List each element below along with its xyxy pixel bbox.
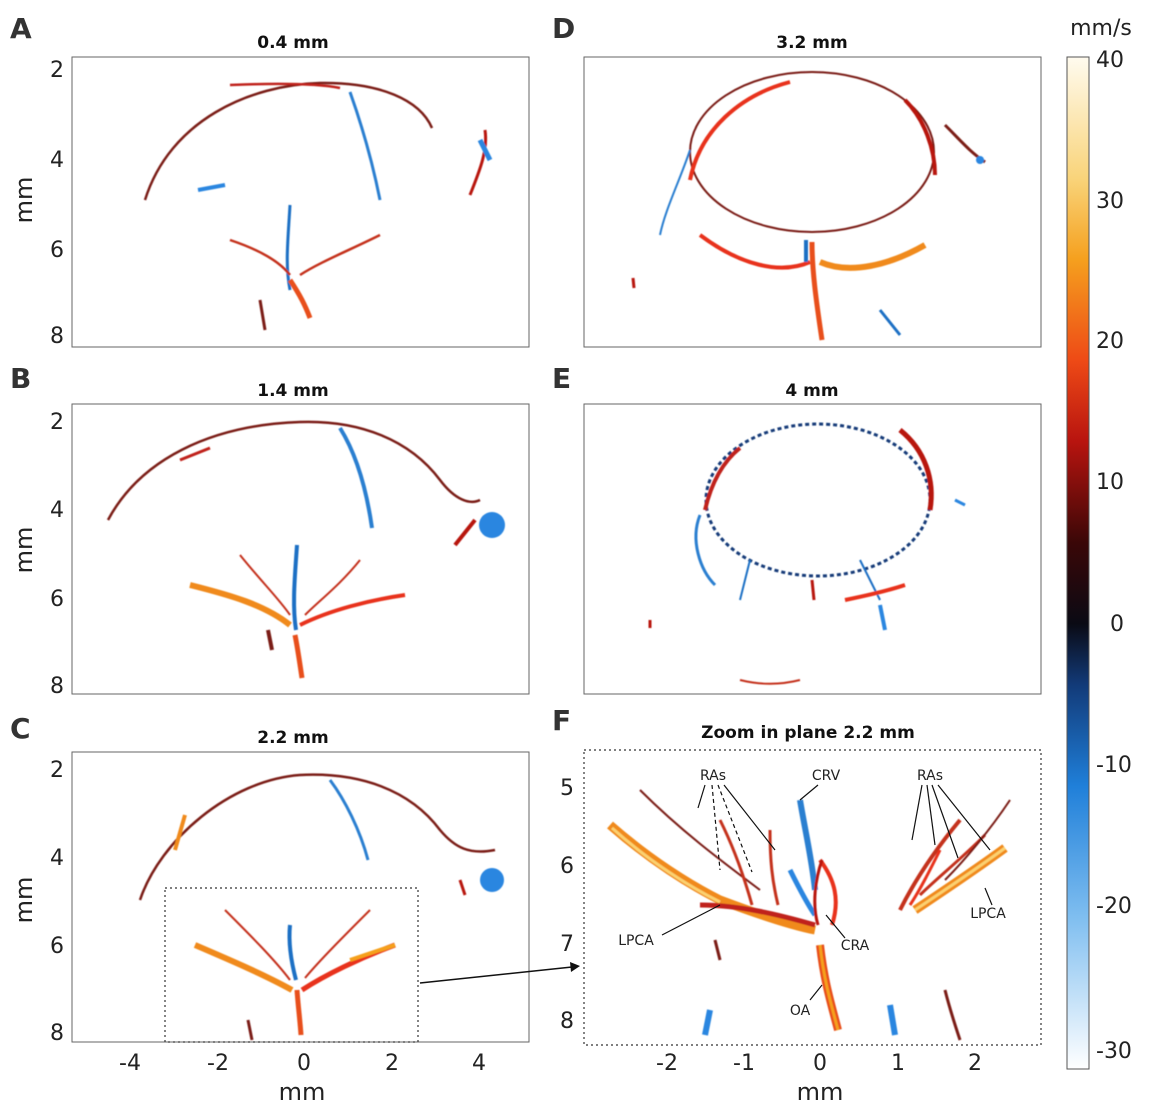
panel-b-frame xyxy=(71,403,530,695)
panel-a-letter: A xyxy=(10,12,32,45)
panel-b-ytick: 8 xyxy=(50,674,64,699)
panel-c-frame xyxy=(71,751,530,1043)
panel-b-title: 1.4 mm xyxy=(257,381,328,401)
panel-e-frame xyxy=(583,403,1042,695)
arrow-lpca-right xyxy=(984,887,993,906)
colorbar-tick: 10 xyxy=(1096,470,1124,495)
label-ras-left: RAs xyxy=(700,768,726,784)
panel-d-letter: D xyxy=(552,12,575,45)
panel-f-annotations: RAs CRV RAs LPCA LPCA CRA OA xyxy=(618,768,1006,1019)
panel-e: E 4 mm xyxy=(552,362,1042,695)
label-lpca-right: LPCA xyxy=(970,906,1006,922)
panel-c-xtick: 4 xyxy=(472,1051,486,1076)
colorbar-unit: mm/s xyxy=(1070,16,1132,41)
colorbar: mm/s 40 30 20 10 0 -10 -20 -30 xyxy=(1066,16,1132,1070)
panel-c-ytick: 6 xyxy=(50,934,64,959)
colorbar-tick: 0 xyxy=(1110,612,1124,637)
panel-d-title: 3.2 mm xyxy=(776,33,847,53)
panel-c-ytick: 4 xyxy=(50,846,64,871)
panel-c-ytick: 2 xyxy=(50,758,64,783)
panel-f-ytick: 7 xyxy=(560,932,574,957)
panel-b-letter: B xyxy=(10,362,31,395)
panel-b-ytick: 4 xyxy=(50,498,64,523)
panel-c-title: 2.2 mm xyxy=(257,728,328,748)
panel-f-letter: F xyxy=(552,704,571,737)
colorbar-tick: -10 xyxy=(1096,753,1132,778)
panel-f-xlabel: mm xyxy=(797,1078,844,1106)
zoom-arrow xyxy=(419,962,580,984)
panel-c-xtick: 2 xyxy=(385,1051,399,1076)
panel-a-frame xyxy=(71,56,530,348)
panel-c: C 2.2 mm 2 4 6 8 mm -4 -2 0 2 4 xyxy=(10,712,530,1106)
panel-b: B 1.4 mm 2 4 6 8 mm xyxy=(10,362,530,699)
arrow-ras-left-3 xyxy=(717,784,753,873)
panel-f-image xyxy=(607,789,1011,1041)
arrow-ras-left-4 xyxy=(723,784,776,851)
panel-c-xtick: -4 xyxy=(119,1051,141,1076)
panel-a-ytick: 4 xyxy=(50,148,64,173)
panel-a-image xyxy=(143,81,493,331)
arrow-oa xyxy=(809,984,823,1001)
panel-c-xlabel: mm xyxy=(279,1078,326,1106)
panel-c-xtick: -2 xyxy=(207,1051,229,1076)
panel-f: F Zoom in plane 2.2 mm xyxy=(552,704,1042,1106)
panel-c-xtick: 0 xyxy=(297,1051,311,1076)
arrow-ras-left-1 xyxy=(697,784,706,809)
colorbar-tick: 30 xyxy=(1096,189,1124,214)
arrow-ras-right-2 xyxy=(926,784,936,846)
panel-b-ylabel: mm xyxy=(10,527,38,574)
label-oa: OA xyxy=(790,1003,811,1019)
label-lpca-left: LPCA xyxy=(618,933,654,949)
panel-c-zoom-image xyxy=(193,909,396,1041)
panel-f-ytick: 6 xyxy=(560,854,574,879)
panel-f-xtick: -1 xyxy=(733,1051,755,1076)
arrow-ras-right-1 xyxy=(911,784,923,841)
colorbar-tick: -20 xyxy=(1096,894,1132,919)
panel-b-ytick: 6 xyxy=(50,587,64,612)
panel-a-ytick: 8 xyxy=(50,324,64,349)
panel-c-letter: C xyxy=(10,712,31,745)
arrow-cra xyxy=(825,914,846,939)
arrow-ras-right-3 xyxy=(931,784,959,859)
panel-c-ylabel: mm xyxy=(10,877,38,924)
panel-d-frame xyxy=(583,56,1042,348)
panel-a: A 0.4 mm 2 4 6 8 mm xyxy=(10,12,530,349)
panel-f-ytick: 5 xyxy=(560,776,574,801)
arrow-lpca-left xyxy=(661,904,721,936)
panel-c-image xyxy=(138,773,504,901)
panel-b-image xyxy=(106,420,505,679)
panel-f-frame xyxy=(583,749,1042,1046)
colorbar-gradient xyxy=(1066,56,1090,1070)
arrow-crv xyxy=(799,784,819,801)
colorbar-tick: -30 xyxy=(1096,1039,1132,1064)
colorbar-tick: 40 xyxy=(1096,48,1124,73)
panel-e-letter: E xyxy=(552,362,571,395)
panel-f-xtick: -2 xyxy=(656,1051,678,1076)
panel-e-title: 4 mm xyxy=(785,381,838,401)
label-cra: CRA xyxy=(841,938,870,954)
arrow-ras-left-2 xyxy=(711,784,721,871)
panel-c-ytick: 8 xyxy=(50,1021,64,1046)
panel-a-title: 0.4 mm xyxy=(257,33,328,53)
panel-e-image xyxy=(648,422,966,685)
panel-f-ytick: 8 xyxy=(560,1009,574,1034)
panel-f-xtick: 1 xyxy=(891,1051,905,1076)
panel-f-xtick: 2 xyxy=(968,1051,982,1076)
label-ras-right: RAs xyxy=(917,768,943,784)
panel-d-image xyxy=(631,71,986,341)
label-crv: CRV xyxy=(812,768,841,784)
colorbar-tick: 20 xyxy=(1096,329,1124,354)
panel-a-ylabel: mm xyxy=(10,177,38,224)
panel-f-xtick: 0 xyxy=(813,1051,827,1076)
arrow-ras-right-4 xyxy=(937,784,991,851)
panel-a-ytick: 6 xyxy=(50,238,64,263)
panel-d: D 3.2 mm xyxy=(552,12,1042,348)
zoom-region-box xyxy=(164,887,419,1043)
panel-a-ytick: 2 xyxy=(50,58,64,83)
panel-f-title: Zoom in plane 2.2 mm xyxy=(701,723,915,743)
panel-b-ytick: 2 xyxy=(50,410,64,435)
